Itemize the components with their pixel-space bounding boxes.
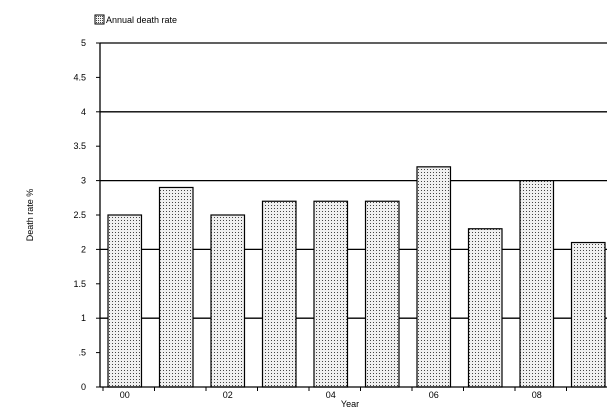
bar-02 [210, 214, 246, 388]
y-tick-label: 2.5 [73, 210, 86, 220]
y-tick-label: .5 [78, 348, 86, 358]
bar-06 [416, 166, 452, 388]
x-tick-label: 08 [532, 390, 542, 400]
legend-swatch [94, 14, 105, 25]
x-tick-labels: 00 02 04 06 08 [120, 390, 542, 400]
y-tick-label: 3.5 [73, 141, 86, 151]
y-tick-label: 2 [81, 244, 86, 254]
bar-00 [107, 214, 143, 388]
legend: Annual death rate [94, 14, 177, 25]
y-tick-label: 4.5 [73, 72, 86, 82]
axes [96, 42, 607, 391]
x-tick-label: 02 [223, 390, 233, 400]
y-tick-label: 5 [81, 38, 86, 48]
bar-08 [519, 180, 555, 388]
x-tick-label: 04 [326, 390, 336, 400]
legend-label: Annual death rate [106, 15, 177, 25]
y-tick-label: 4 [81, 107, 86, 117]
y-tick-label: 0 [81, 382, 86, 392]
x-tick-label: 06 [429, 390, 439, 400]
bar-01 [158, 186, 194, 388]
bars [107, 166, 606, 388]
x-tick-label: 00 [120, 390, 130, 400]
bar-03 [261, 200, 297, 388]
y-axis-title: Death rate % [25, 189, 35, 242]
bar-07 [467, 228, 503, 388]
y-tick-label: 3 [81, 176, 86, 186]
bar-05 [364, 200, 400, 388]
y-tick-labels: 0 .5 1 1.5 2 2.5 3 3.5 4 4.5 5 [73, 38, 86, 392]
y-tick-label: 1 [81, 313, 86, 323]
bar-04 [313, 200, 349, 388]
x-axis-title: Year [341, 399, 359, 409]
y-tick-label: 1.5 [73, 279, 86, 289]
bar-09 [570, 241, 606, 388]
